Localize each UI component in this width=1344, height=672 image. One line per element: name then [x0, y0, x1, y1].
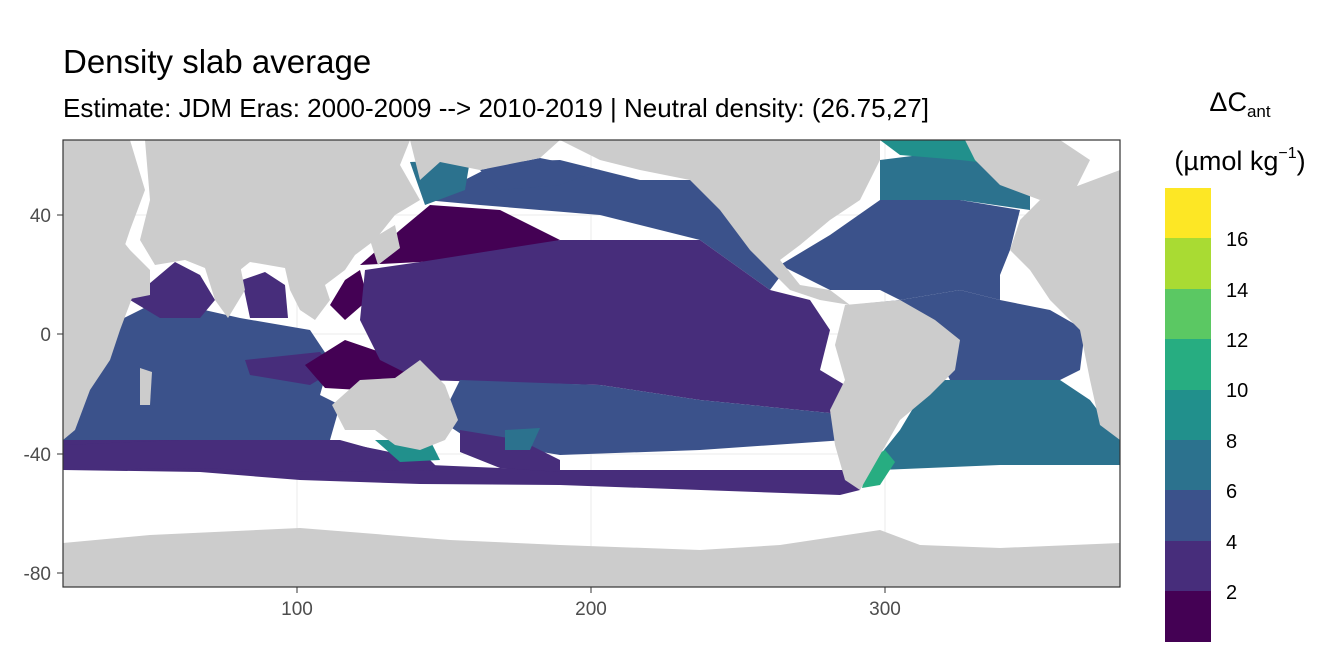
- region-indian-ocean: [63, 300, 340, 440]
- legend-units: (µmol kg−1): [1174, 145, 1306, 176]
- y-axis: [57, 214, 63, 574]
- legend-color-block: [1165, 490, 1211, 542]
- legend-color-block: [1165, 389, 1211, 441]
- land-greenland: [965, 140, 1090, 200]
- region-indian-south-band: [63, 440, 440, 472]
- land-australia: [332, 360, 458, 450]
- land-madagascar: [140, 368, 152, 405]
- region-japan-sea: [330, 270, 368, 320]
- land-india: [205, 265, 245, 318]
- legend-label: 8: [1226, 431, 1238, 453]
- region-south-pacific: [440, 380, 850, 455]
- land-north-america: [560, 140, 880, 305]
- x-tick-label: 100: [281, 599, 313, 620]
- region-arabian-sea: [130, 262, 215, 318]
- land-japan: [370, 225, 400, 265]
- legend-color-block: [1165, 339, 1211, 391]
- land-eurasia: [140, 140, 420, 285]
- y-tick-label: -80: [24, 564, 51, 585]
- x-tick-label: 200: [575, 599, 607, 620]
- legend-title: ΔCant: [1209, 87, 1271, 121]
- legend-label: 4: [1226, 532, 1238, 554]
- land-southeast-asia: [285, 268, 330, 320]
- x-axis: [296, 587, 886, 593]
- legend-label: 10: [1226, 380, 1249, 402]
- region-bering: [480, 158, 600, 190]
- land: [63, 140, 1120, 587]
- y-tick-label: 0: [40, 325, 51, 346]
- legend-color-block: [1165, 440, 1211, 491]
- region-south-atlantic: [880, 380, 1120, 470]
- legend-label: 12: [1226, 330, 1249, 352]
- legend-color-block: [1165, 540, 1211, 592]
- legend-color-block: [1165, 188, 1211, 239]
- legend-label: 2: [1226, 582, 1238, 604]
- legend-color-block: [1165, 238, 1211, 290]
- y-tick-label: 40: [30, 206, 51, 227]
- land-arabia: [63, 225, 150, 330]
- region-central-pacific: [360, 240, 850, 415]
- region-indonesia: [305, 340, 420, 390]
- land-kamchatka: [410, 140, 560, 180]
- legend-color-block: [1165, 591, 1211, 643]
- chart-title: Density slab average: [63, 43, 372, 80]
- chart-subtitle: Estimate: JDM Eras: 2000-2009 --> 2010-2…: [63, 93, 929, 123]
- region-bay-of-bengal: [242, 272, 288, 318]
- region-indian-equatorial: [245, 352, 335, 385]
- x-tick-label: 300: [869, 599, 901, 620]
- y-tick-label: -40: [24, 445, 51, 466]
- legend-label: 16: [1226, 229, 1249, 251]
- land-europe-africa-west: [1010, 170, 1120, 440]
- legend-label: 6: [1226, 481, 1238, 503]
- legend-label: 14: [1226, 280, 1249, 302]
- land-south-america: [830, 300, 960, 490]
- land-antarctica: [63, 528, 1120, 587]
- region-southwest-pacific: [460, 430, 560, 472]
- region-north-pacific: [425, 160, 785, 290]
- legend-color-block: [1165, 288, 1211, 340]
- region-north-atlantic: [780, 200, 1020, 300]
- region-new-zealand-lighter: [505, 428, 540, 450]
